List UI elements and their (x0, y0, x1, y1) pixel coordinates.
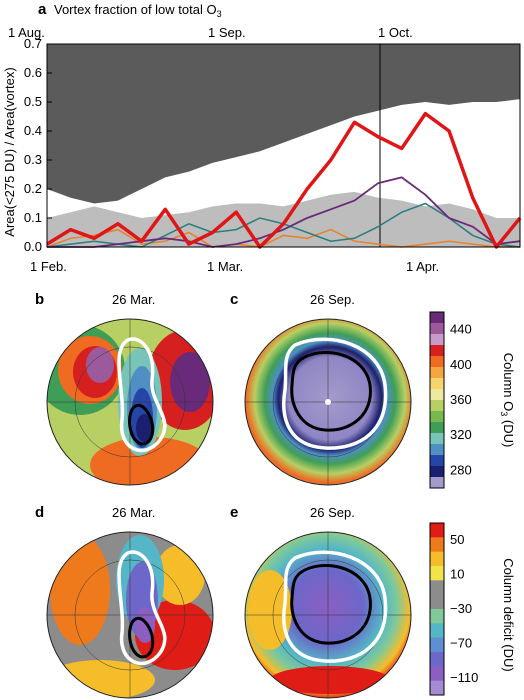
colorbar-bottom: 50 10 −30 −70 −110 (429, 522, 478, 696)
light-area (47, 191, 520, 247)
panel-a-letter: a (38, 1, 47, 18)
colorbar-swatch (430, 389, 444, 401)
map-c-letter: c (230, 291, 238, 308)
y-tick-marks (47, 43, 52, 248)
map-b-letter: b (35, 291, 44, 308)
top-tick-aug: 1 Aug. (8, 25, 45, 40)
y-tick-labels: 0.0 0.1 0.2 0.3 0.4 0.5 0.6 0.7 (24, 36, 42, 254)
colorbar-swatch (430, 345, 444, 357)
colorbar-swatch (430, 594, 444, 610)
colorbar-swatch (430, 312, 444, 324)
map-panel-e: e 26 Sep. (230, 504, 412, 699)
y-tick-label: 0.1 (24, 210, 42, 225)
colorbar-swatch (430, 367, 444, 379)
dark-area (47, 44, 520, 204)
bottom-axis-labels: 1 Feb. 1 Mar. 1 Apr. (30, 259, 439, 274)
y-tick-label: 0.6 (24, 65, 42, 80)
colorbar-tick-label: 10 (450, 567, 464, 582)
map-panel-b: b 26 Mar. (35, 291, 214, 486)
colorbar-swatch (430, 680, 444, 696)
colorbar-bottom-label: Column deficit (DU) (501, 558, 516, 671)
y-tick-label: 0.5 (24, 94, 42, 109)
colorbar-swatch (430, 356, 444, 368)
colorbar-tick-label: 320 (450, 427, 472, 442)
map-panel-d: d 26 Mar. (35, 504, 214, 699)
map-d-date: 26 Mar. (112, 505, 155, 520)
panel-a-title: Vortex fraction of low total O3 (54, 2, 222, 19)
colorbar-swatch (430, 551, 444, 567)
colorbar-swatch (430, 334, 444, 346)
top-tick-sep: 1 Sep. (208, 25, 246, 40)
y-axis-label: Area(<275 DU) / Area(vortex) (2, 67, 17, 236)
colorbar-tick-label: 440 (450, 322, 472, 337)
map-d-letter: d (35, 504, 44, 521)
colorbar-swatch (430, 455, 444, 467)
colorbar-swatch (430, 466, 444, 478)
y-tick-label: 0.3 (24, 152, 42, 167)
map-b-date: 26 Mar. (112, 292, 155, 307)
colorbar-swatch (430, 566, 444, 581)
top-axis-labels: 1 Aug. 1 Sep. 1 Oct. (8, 25, 413, 40)
bottom-tick-apr: 1 Apr. (406, 259, 439, 274)
colorbar-swatch (430, 652, 444, 667)
colorbar-swatch (430, 523, 444, 538)
map-c-date: 26 Sep. (310, 292, 355, 307)
colorbar-swatch (430, 411, 444, 423)
colorbar-tick-label: 400 (450, 357, 472, 372)
colorbar-tick-label: 280 (450, 462, 472, 477)
y-tick-label: 0.4 (24, 123, 42, 138)
colorbar-swatch (430, 477, 444, 489)
colorbar-swatch (430, 400, 444, 412)
colorbar-tick-label: 50 (450, 532, 464, 547)
panel-a: a Vortex fraction of low total O3 1 Aug.… (2, 1, 522, 274)
orange-line (46, 228, 520, 248)
bottom-tick-mar: 1 Mar. (207, 259, 243, 274)
colorbar-top-label: Column O3 (DU) (499, 353, 516, 448)
colorbar-swatch (430, 433, 444, 445)
colorbar-swatch (430, 637, 444, 653)
colorbar-tick-label: 360 (450, 392, 472, 407)
colorbar-swatch (430, 323, 444, 335)
colorbar-swatch (430, 666, 444, 682)
colorbar-tick-label: −110 (450, 670, 478, 685)
map-e-date: 26 Sep. (310, 505, 355, 520)
plot-area (46, 43, 522, 249)
red-line (46, 111, 522, 249)
colorbar-tick-label: −70 (450, 635, 472, 650)
y-tick-label: 0.2 (24, 181, 42, 196)
colorbar-tick-label: −30 (450, 601, 472, 616)
colorbar-swatch (430, 580, 444, 596)
colorbar-frame (429, 522, 445, 696)
top-tick-oct: 1 Oct. (378, 25, 413, 40)
colorbar-swatch (430, 378, 444, 390)
y-tick-label: 0.0 (24, 239, 42, 254)
bottom-tick-feb: 1 Feb. (30, 259, 67, 274)
map-panels: b 26 Mar. c 26 Sep. (35, 291, 516, 699)
colorbar-frame (429, 311, 445, 489)
colorbar-swatch (430, 537, 444, 553)
colorbar-swatch (430, 609, 444, 624)
colorbar-swatch (430, 422, 444, 434)
y-tick-label: 0.7 (24, 36, 42, 51)
purple-line (47, 176, 521, 248)
colorbar-top: 440 400 360 320 280 (429, 311, 472, 489)
colorbar-swatch (430, 444, 444, 456)
plot-frame (46, 43, 521, 248)
colorbar-swatch (430, 623, 444, 639)
map-panel-c: c 26 Sep. (230, 291, 412, 486)
map-e-letter: e (230, 504, 238, 521)
